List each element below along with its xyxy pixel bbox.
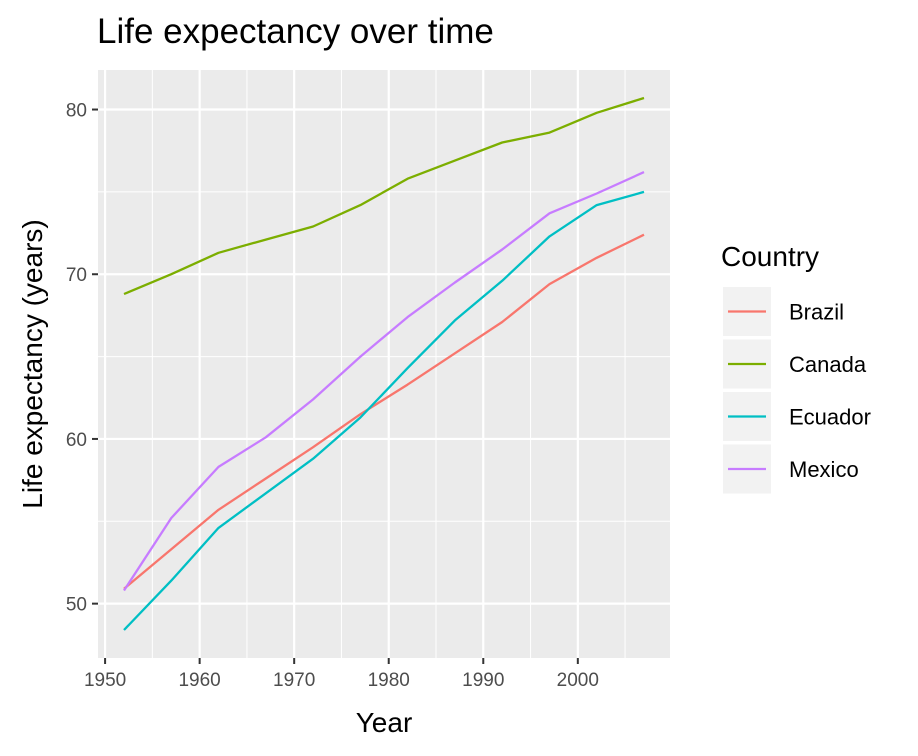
y-tick-label: 50: [66, 595, 87, 616]
y-tick-label: 80: [66, 101, 87, 122]
legend-label: Ecuador: [789, 405, 871, 430]
y-tick-label: 60: [66, 430, 87, 451]
legend: Country Brazil Canada Ecuador Mexico: [721, 241, 871, 494]
series-lines: [123, 96, 645, 631]
legend-item-brazil: Brazil: [723, 287, 844, 336]
x-tick-label: 2000: [557, 670, 599, 691]
legend-item-canada: Canada: [723, 339, 867, 389]
chart-title: Life expectancy over time: [97, 12, 494, 51]
y-axis-title: Life expectancy (years): [17, 219, 48, 508]
legend-label: Mexico: [789, 457, 859, 482]
x-tick-label: 1960: [178, 670, 220, 691]
legend-item-ecuador: Ecuador: [723, 392, 871, 441]
series-line-brazil: [123, 233, 645, 590]
legend-item-mexico: Mexico: [723, 444, 859, 494]
plot-panel: [98, 70, 670, 658]
x-tick-label: 1980: [368, 670, 410, 691]
series-line-mexico: [123, 171, 645, 592]
major-gridlines: [98, 70, 670, 658]
x-tick-label: 1950: [84, 670, 126, 691]
legend-items: Brazil Canada Ecuador Mexico: [723, 287, 871, 494]
legend-label: Brazil: [789, 300, 844, 325]
x-axis-title: Year: [356, 707, 413, 738]
legend-title: Country: [721, 241, 819, 272]
x-tick-label: 1970: [273, 670, 315, 691]
y-axis: 50 60 70 80: [66, 101, 98, 616]
series-line-ecuador: [123, 190, 645, 631]
legend-label: Canada: [789, 352, 867, 377]
y-tick-label: 70: [66, 265, 87, 286]
series-line-canada: [123, 96, 645, 296]
x-tick-label: 1990: [462, 670, 504, 691]
x-axis: 1950 1960 1970 1980 1990 2000: [84, 658, 599, 691]
